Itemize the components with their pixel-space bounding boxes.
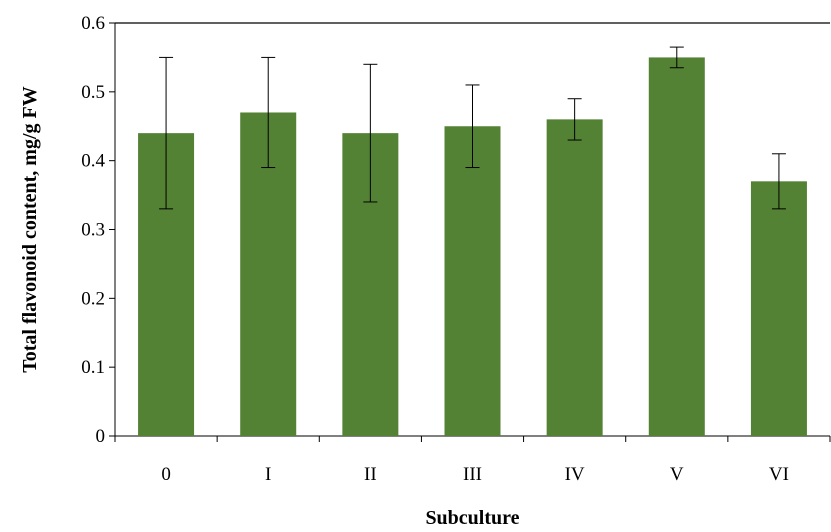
bar xyxy=(648,57,705,437)
x-axis: 0 I II III IV V VI xyxy=(114,435,831,485)
x-tick-label: 0 xyxy=(161,464,171,485)
y-tick-label: 0.3 xyxy=(81,220,105,241)
y-axis: 0 0.1 0.2 0.3 0.4 0.5 0.6 xyxy=(81,13,830,447)
x-tick-label: I xyxy=(265,464,271,485)
bar xyxy=(546,119,603,436)
y-tick-label: 0.1 xyxy=(81,357,105,378)
bar xyxy=(444,126,501,436)
x-tick-label: II xyxy=(364,464,377,485)
y-tick-label: 0 xyxy=(96,426,106,447)
y-tick-label: 0.6 xyxy=(81,13,105,34)
x-axis-title: Subculture xyxy=(425,507,519,529)
x-tick-label: IV xyxy=(565,464,585,485)
error-bars-group xyxy=(159,46,786,210)
x-tick-label: VI xyxy=(769,464,789,485)
bar xyxy=(750,181,807,436)
x-tick-label: III xyxy=(463,464,482,485)
y-tick-label: 0.2 xyxy=(81,288,105,309)
y-tick-label: 0.4 xyxy=(81,151,105,172)
bars-group xyxy=(138,57,807,437)
y-axis-title: Total flavonoid content, mg/g FW xyxy=(19,86,41,373)
y-tick-label: 0.5 xyxy=(81,82,105,103)
x-tick-label: V xyxy=(670,464,684,485)
